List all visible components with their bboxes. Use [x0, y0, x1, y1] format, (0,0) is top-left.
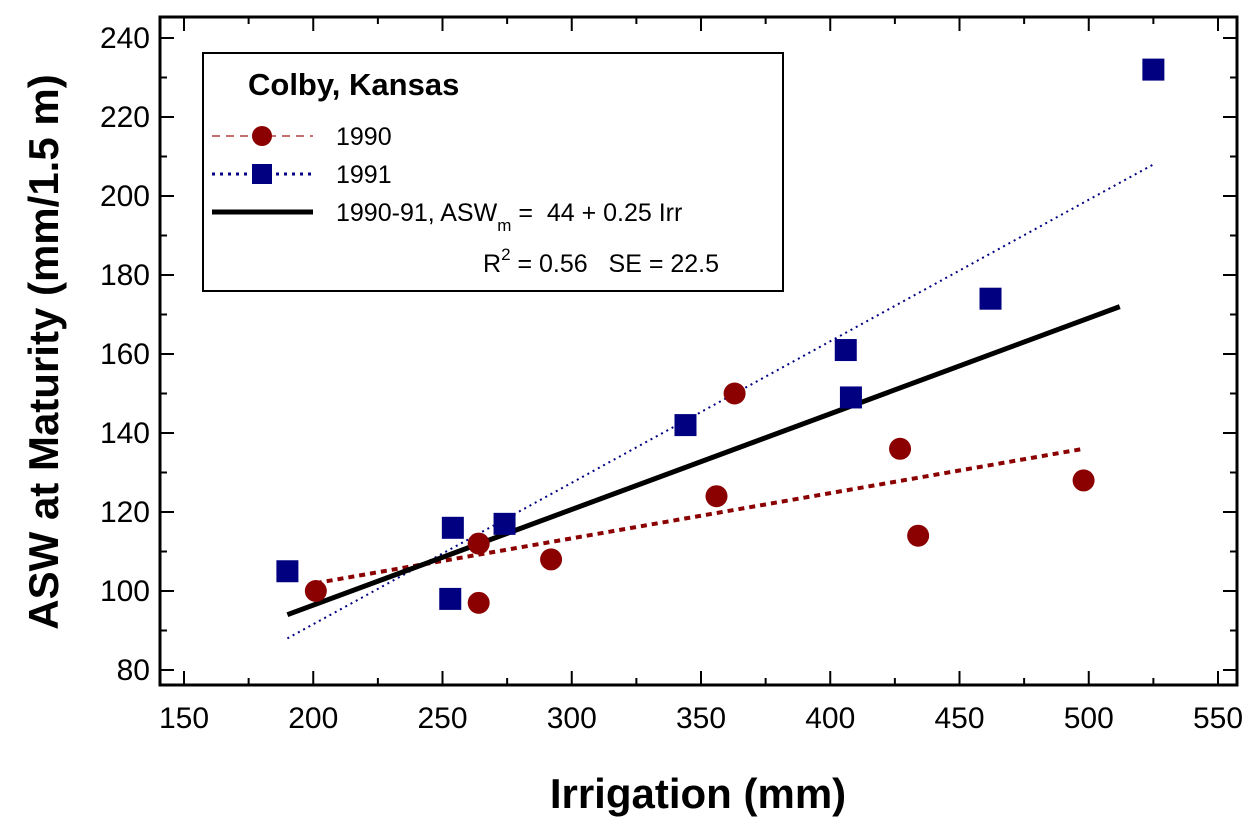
- legend-equation-prefix: 1990-91, ASW: [336, 199, 498, 227]
- legend: Colby, Kansas 1990 1991 1990-91, ASWm = …: [202, 52, 784, 292]
- point-1990: [1072, 469, 1095, 492]
- x-tick-label: 350: [676, 702, 726, 735]
- trendline-1990: [315, 446, 1084, 586]
- y-tick-label: 140: [100, 417, 150, 450]
- point-1990: [705, 485, 728, 508]
- point-1991: [674, 414, 697, 437]
- point-1990: [540, 548, 563, 571]
- point-1990: [907, 524, 930, 547]
- point-1990: [304, 580, 327, 602]
- tick-labels: 150 200 250 300 350 400 450 500 550 80 100 120 140 16…: [100, 22, 1243, 735]
- point-1990: [889, 437, 912, 460]
- x-tick-label: 400: [805, 702, 855, 735]
- x-tick-label: 450: [934, 702, 984, 735]
- legend-marker-1990: [252, 126, 272, 146]
- legend-title: Colby, Kansas: [248, 67, 459, 102]
- y-tick-label: 100: [100, 575, 150, 608]
- x-tick-label: 200: [288, 702, 338, 735]
- point-1991: [276, 560, 299, 583]
- x-tick-label: 300: [547, 702, 597, 735]
- stats-annotation: R2 = 0.56 SE = 22.5: [483, 245, 719, 278]
- r2-rest: = 0.56 SE = 22.5: [511, 250, 719, 278]
- x-tick-label: 250: [417, 702, 467, 735]
- axis-ticks: [160, 17, 1237, 685]
- trendlines: [286, 163, 1154, 640]
- point-1991: [439, 587, 462, 610]
- legend-equation-subscript: m: [497, 216, 511, 235]
- y-tick-label: 120: [100, 496, 150, 529]
- legend-equation-rest: = 44 + 0.25 Irr: [511, 199, 682, 227]
- legend-box: [202, 52, 784, 292]
- r2-label: R: [483, 250, 501, 278]
- x-tick-label: 550: [1193, 702, 1243, 735]
- y-axis-title: ASW at Maturity (mm/1.5 m): [20, 74, 67, 629]
- point-1991: [1142, 58, 1165, 81]
- point-1991: [834, 339, 857, 362]
- data-markers: [276, 58, 1165, 614]
- point-1990: [467, 532, 490, 555]
- y-tick-label: 160: [100, 338, 150, 371]
- legend-marker-1991: [252, 164, 272, 184]
- point-1990: [723, 382, 746, 405]
- legend-label-1990: 1990: [336, 123, 392, 151]
- y-tick-label: 220: [100, 101, 150, 134]
- x-axis-title: Irrigation (mm): [550, 770, 846, 817]
- legend-label-combined: 1990-91, ASWm = 44 + 0.25 Irr: [336, 199, 682, 235]
- point-1990: [467, 591, 490, 614]
- x-tick-label: 500: [1064, 702, 1114, 735]
- y-tick-label: 200: [100, 180, 150, 213]
- point-1991: [441, 516, 464, 539]
- x-tick-label: 150: [159, 702, 209, 735]
- point-1991: [979, 287, 1002, 310]
- trendline-1991: [286, 163, 1154, 640]
- y-tick-label: 80: [117, 654, 150, 687]
- r2-superscript: 2: [501, 245, 510, 264]
- point-1991: [493, 512, 516, 535]
- y-tick-label: 180: [100, 259, 150, 292]
- y-tick-label: 240: [100, 22, 150, 55]
- legend-label-1991: 1991: [336, 161, 392, 189]
- trendline-1990-91: [286, 304, 1121, 618]
- point-1991: [839, 386, 862, 409]
- plot-frame: [158, 15, 1239, 687]
